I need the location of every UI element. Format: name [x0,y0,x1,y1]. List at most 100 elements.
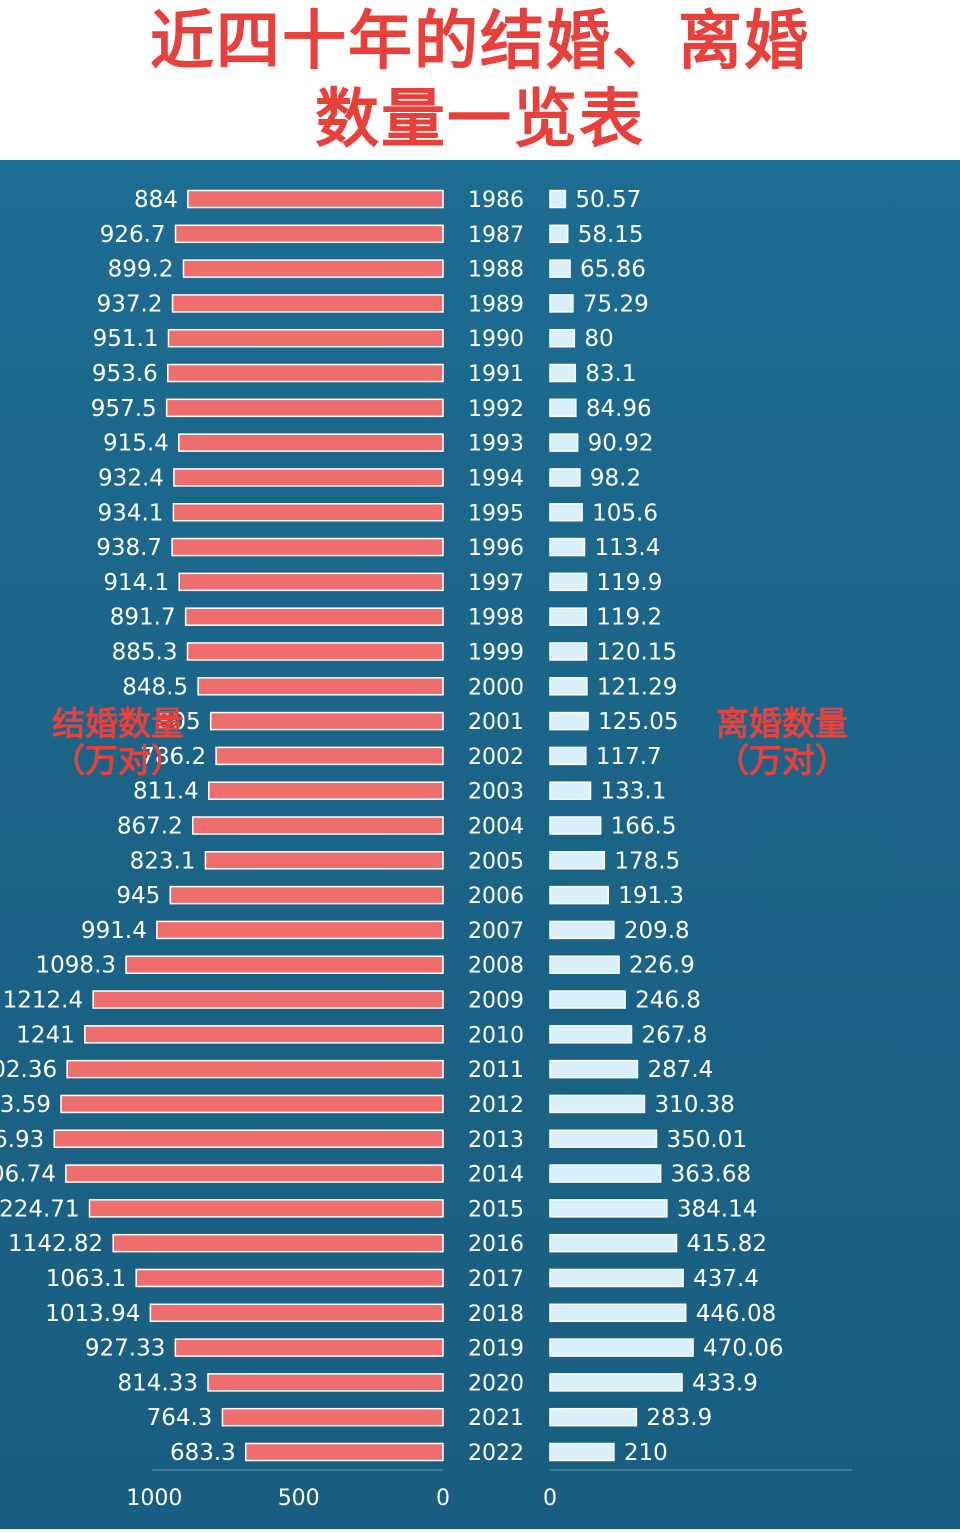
divorce-bar [549,503,583,522]
year-tick-label: 1991 [468,362,524,387]
year-tick-label: 1999 [468,640,524,665]
divorce-value-label: 121.29 [597,674,677,700]
divorce-value-label: 310.38 [654,1092,734,1118]
year-tick-label: 1993 [468,432,524,457]
year-tick-label: 1997 [468,571,524,596]
marriage-bar [171,294,444,313]
marriage-bar [65,1164,444,1183]
divorce-value-label: 415.82 [687,1231,767,1257]
divorce-bar [549,920,615,940]
divorce-bar [549,1442,615,1462]
divorce-side-label-unit: （万对） [716,741,848,780]
divorce-bar [549,990,626,1009]
marriage-value-label: 1323.59 [0,1092,51,1118]
year-tick-label: 2013 [468,1128,524,1153]
divorce-bar [549,1268,684,1288]
year-tick-label: 1992 [468,397,524,422]
year-tick-label: 2001 [468,710,524,735]
divorce-value-label: 178.5 [614,848,680,874]
marriage-value-label: 683.3 [170,1440,236,1466]
divorce-bar [549,607,588,626]
chart-panel: 884 1986 50.57 926.7 1987 58.15 899.2 1988 65.86… [0,160,960,1529]
year-tick-label: 2017 [468,1267,524,1292]
marriage-value-label: 811.4 [133,779,199,805]
divorce-bar [549,294,574,313]
marriage-bar [165,398,444,418]
marriage-value-label: 1212.4 [3,988,83,1014]
marriage-value-label: 1142.82 [8,1231,103,1257]
divorce-value-label: 125.05 [598,709,678,735]
divorce-value-label: 384.14 [677,1196,757,1222]
marriage-value-label: 991.4 [81,918,147,944]
divorce-value-label: 191.3 [618,883,684,909]
marriage-bar [92,990,444,1009]
divorce-value-label: 119.2 [596,605,662,631]
marriage-bar [221,1407,444,1427]
divorce-bar [549,746,587,766]
year-tick-label: 2010 [468,1023,524,1048]
year-tick-label: 2003 [468,780,524,805]
marriage-bar [186,642,444,661]
marriage-value-label: 945 [116,883,160,909]
right-axis-tick-label: 0 [543,1486,557,1511]
divorce-value-label: 209.8 [624,918,690,944]
marriage-value-label: 934.1 [98,500,164,526]
chart-title-line1: 近四十年的结婚、离婚 [150,5,810,79]
marriage-bar [208,781,444,800]
marriage-bar [156,920,444,940]
divorce-bar [549,955,620,974]
divorce-value-label: 246.8 [635,988,701,1014]
divorce-value-label: 226.9 [629,953,695,979]
chart-title-banner: 近四十年的结婚、离婚 数量一览表 [0,0,960,160]
divorce-bar [549,1199,668,1218]
year-tick-label: 2008 [468,954,524,979]
year-tick-label: 2021 [468,1406,524,1431]
year-tick-label: 2012 [468,1093,524,1118]
marriage-value-label: 891.7 [110,605,176,631]
marriage-value-label: 951.1 [93,326,159,352]
marriage-value-label: 1063.1 [46,1266,126,1292]
divorce-value-label: 433.9 [692,1370,758,1396]
year-tick-label: 2020 [468,1371,524,1396]
divorce-value-label: 120.15 [597,639,677,665]
marriage-side-label-unit: （万对） [52,741,184,780]
divorce-bar [549,1094,646,1114]
marriage-bar [135,1268,444,1288]
year-tick-label: 2014 [468,1163,524,1188]
marriage-value-label: 957.5 [91,396,157,422]
marriage-value-label: 786.2 [140,744,206,770]
divorce-bar [549,259,571,278]
marriage-value-label: 926.7 [100,222,166,248]
year-tick-label: 2005 [468,849,524,874]
divorce-value-label: 105.6 [592,500,658,526]
marriage-value-label: 885.3 [112,639,178,665]
divorce-bar [549,711,589,731]
divorce-bar [549,1059,639,1079]
divorce-value-label: 119.9 [596,570,662,596]
marriage-bar [191,816,444,835]
divorce-bar [549,851,606,870]
divorce-value-label: 50.57 [575,187,641,213]
marriage-value-label: 915.4 [103,431,169,457]
marriage-bar [172,503,444,522]
divorce-value-label: 117.7 [596,744,662,770]
marriage-value-label: 937.2 [97,291,163,317]
divorce-side-label: 离婚数量 [716,704,848,743]
divorce-bar [549,363,577,383]
marriage-value-label: 823.1 [130,848,196,874]
divorce-bar [549,885,609,905]
marriage-bar [187,189,444,209]
divorce-value-label: 113.4 [595,535,661,561]
divorce-value-label: 58.15 [578,222,644,248]
divorce-bar [549,1025,633,1044]
left-axis-tick-label: 500 [278,1486,320,1511]
divorce-bar [549,1303,687,1323]
marriage-bar [167,363,444,383]
year-tick-label: 2004 [468,815,524,840]
divorce-bar [549,328,576,348]
divorce-value-label: 470.06 [703,1336,783,1362]
year-tick-label: 2018 [468,1302,524,1327]
marriage-bar [169,885,444,905]
marriage-side-label: 结婚数量 [52,704,184,743]
marriage-value-label: 764.3 [147,1405,213,1431]
